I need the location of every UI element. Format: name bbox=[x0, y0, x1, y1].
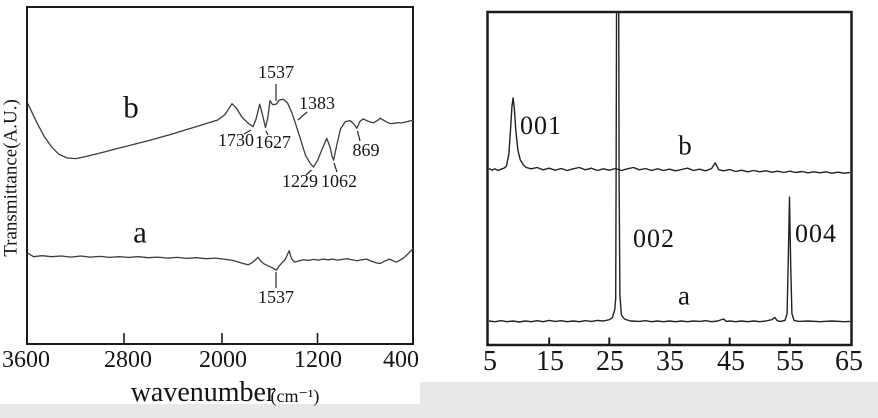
xrd-x-tick-55: 55 bbox=[776, 346, 804, 377]
xrd-curve-a-label: a bbox=[678, 280, 690, 311]
xrd-peak-label-001: 001 bbox=[520, 111, 562, 140]
xrd-x-tick-marks bbox=[548, 337, 791, 345]
ftir-curve-b bbox=[26, 98, 414, 168]
xrd-x-tick-45: 45 bbox=[717, 346, 745, 377]
ftir-y-axis-label: Transmittance(A.U.) bbox=[0, 99, 22, 257]
ftir-peak-label-1627: 1627 bbox=[255, 132, 291, 152]
ftir-curve-a bbox=[27, 247, 414, 271]
xrd-curve-a bbox=[488, 12, 851, 323]
xrd-x-tick-35: 35 bbox=[656, 346, 684, 377]
ftir-x-tick-2800: 2800 bbox=[104, 347, 152, 373]
ftir-peak-label-1537-b: 1537 bbox=[258, 62, 294, 82]
xrd-peak-label-004: 004 bbox=[795, 219, 837, 248]
ftir-x-tick-3600: 3600 bbox=[2, 347, 50, 373]
ftir-x-tick-1200: 1200 bbox=[294, 347, 342, 373]
ftir-peak-label-1537-a: 1537 bbox=[258, 287, 294, 307]
scan-gray-strip-bottom bbox=[0, 404, 878, 418]
ftir-x-axis-label: wavenumber bbox=[130, 377, 276, 408]
ftir-curve-b-label: b bbox=[123, 89, 139, 125]
ftir-x-tick-marks bbox=[123, 333, 319, 344]
ftir-annotation-leader-lines bbox=[243, 84, 361, 288]
xrd-curve-b bbox=[488, 97, 851, 174]
xrd-x-tick-5: 5 bbox=[483, 346, 497, 377]
ftir-peak-label-1730: 1730 bbox=[218, 130, 254, 150]
xrd-x-tick-15: 15 bbox=[536, 346, 564, 377]
ftir-peak-label-1383: 1383 bbox=[299, 93, 335, 113]
xrd-curve-b-label: b bbox=[678, 130, 692, 161]
ftir-x-tick-400: 400 bbox=[383, 347, 419, 373]
ftir-peak-label-1229: 1229 bbox=[282, 171, 318, 191]
ftir-peak-label-1062: 1062 bbox=[321, 171, 357, 191]
ftir-peak-label-869: 869 bbox=[352, 140, 380, 160]
xrd-x-tick-65: 65 bbox=[835, 346, 863, 377]
ftir-x-axis-unit: (cm⁻¹) bbox=[270, 386, 320, 406]
ftir-plot-border bbox=[26, 6, 414, 345]
xrd-x-tick-25: 25 bbox=[596, 346, 624, 377]
ftir-x-tick-2000: 2000 bbox=[199, 347, 247, 373]
ftir-curve-a-label: a bbox=[133, 214, 147, 250]
xrd-peak-label-002: 002 bbox=[633, 224, 675, 253]
xrd-plot-border bbox=[486, 10, 853, 347]
